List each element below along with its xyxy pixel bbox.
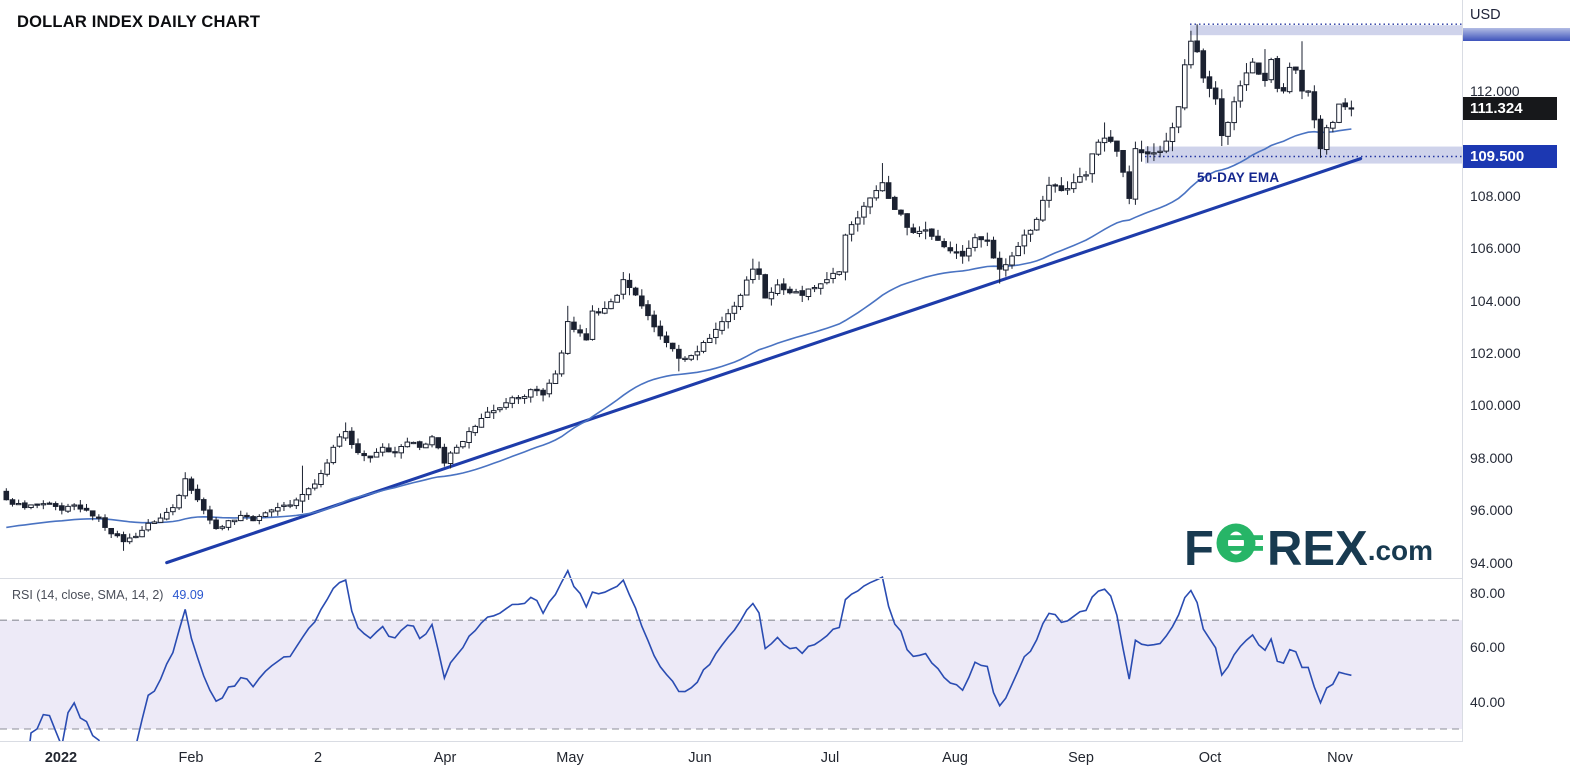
time-tick-label: Sep xyxy=(1068,750,1094,766)
page-title: DOLLAR INDEX DAILY CHART xyxy=(17,13,261,31)
time-tick-label: Jun xyxy=(688,750,712,766)
time-axis[interactable]: 2022 Feb 2 Apr May Jun Jul Aug Sep Oct Nov xyxy=(0,742,1570,782)
time-tick-label: 2 xyxy=(313,750,323,766)
rsi-tick-label: 80.00 xyxy=(1470,585,1506,601)
time-tick-label: 2022 xyxy=(44,750,78,766)
resistance-zone[interactable] xyxy=(1190,25,1462,36)
ascending-trendline[interactable] xyxy=(165,157,1363,565)
price-tick-label: 100.000 xyxy=(1470,397,1521,414)
currency-label: USD xyxy=(1470,7,1501,23)
logo-letters-rex: REX xyxy=(1266,522,1368,576)
price-badge: 109.500 xyxy=(1463,145,1557,168)
logo-coin-icon xyxy=(1216,521,1266,570)
rsi-tick-label: 40.00 xyxy=(1470,693,1506,710)
price-axis[interactable]: USD 112.000 108.000 106.000 104.000 102.000 1… xyxy=(1463,0,1570,782)
price-tick-label: 102.000 xyxy=(1470,345,1521,361)
rsi-indicator-label: RSI (14, close, SMA, 14, 2) xyxy=(12,588,164,602)
time-tick-label: Apr xyxy=(433,750,457,766)
rsi-tick-label: 60.00 xyxy=(1470,639,1506,656)
logo-letter-f: F xyxy=(1184,522,1214,576)
price-tick-label: 106.000 xyxy=(1470,240,1521,257)
support-zone[interactable] xyxy=(1145,146,1462,164)
rsi-line[interactable] xyxy=(17,568,1352,782)
rsi-indicator-row: RSI (14, close, SMA, 14, 2) 49.09 xyxy=(12,588,204,602)
time-tick-label: Nov xyxy=(1327,750,1353,766)
time-tick-label: May xyxy=(556,750,584,766)
price-badge: 111.324 xyxy=(1463,97,1557,121)
price-tick-label: 96.000 xyxy=(1470,502,1513,519)
time-tick-label: Oct xyxy=(1198,750,1222,766)
time-tick-label: Aug xyxy=(942,750,968,766)
candlestick-series xyxy=(3,24,1355,551)
ema-annotation-label: 50-DAY EMA xyxy=(1197,170,1280,185)
price-tick-label: 98.000 xyxy=(1470,449,1513,466)
price-tick-label: 112.000 xyxy=(1470,83,1520,99)
price-tick-label: 108.000 xyxy=(1470,187,1521,204)
rsi-indicator-value: 49.09 xyxy=(172,588,204,602)
forex-com-logo: F REX .com xyxy=(1184,521,1434,576)
rsi-neutral-band xyxy=(0,620,1462,729)
time-tick-label: Feb xyxy=(178,750,204,766)
logo-dot-com: .com xyxy=(1367,535,1434,566)
resistance-axis-marker xyxy=(1463,28,1570,41)
price-tick-label: 104.000 xyxy=(1470,292,1521,309)
ema-50-line[interactable] xyxy=(6,128,1352,529)
price-tick-label: 94.000 xyxy=(1470,554,1513,571)
time-tick-label: Jul xyxy=(820,750,840,766)
